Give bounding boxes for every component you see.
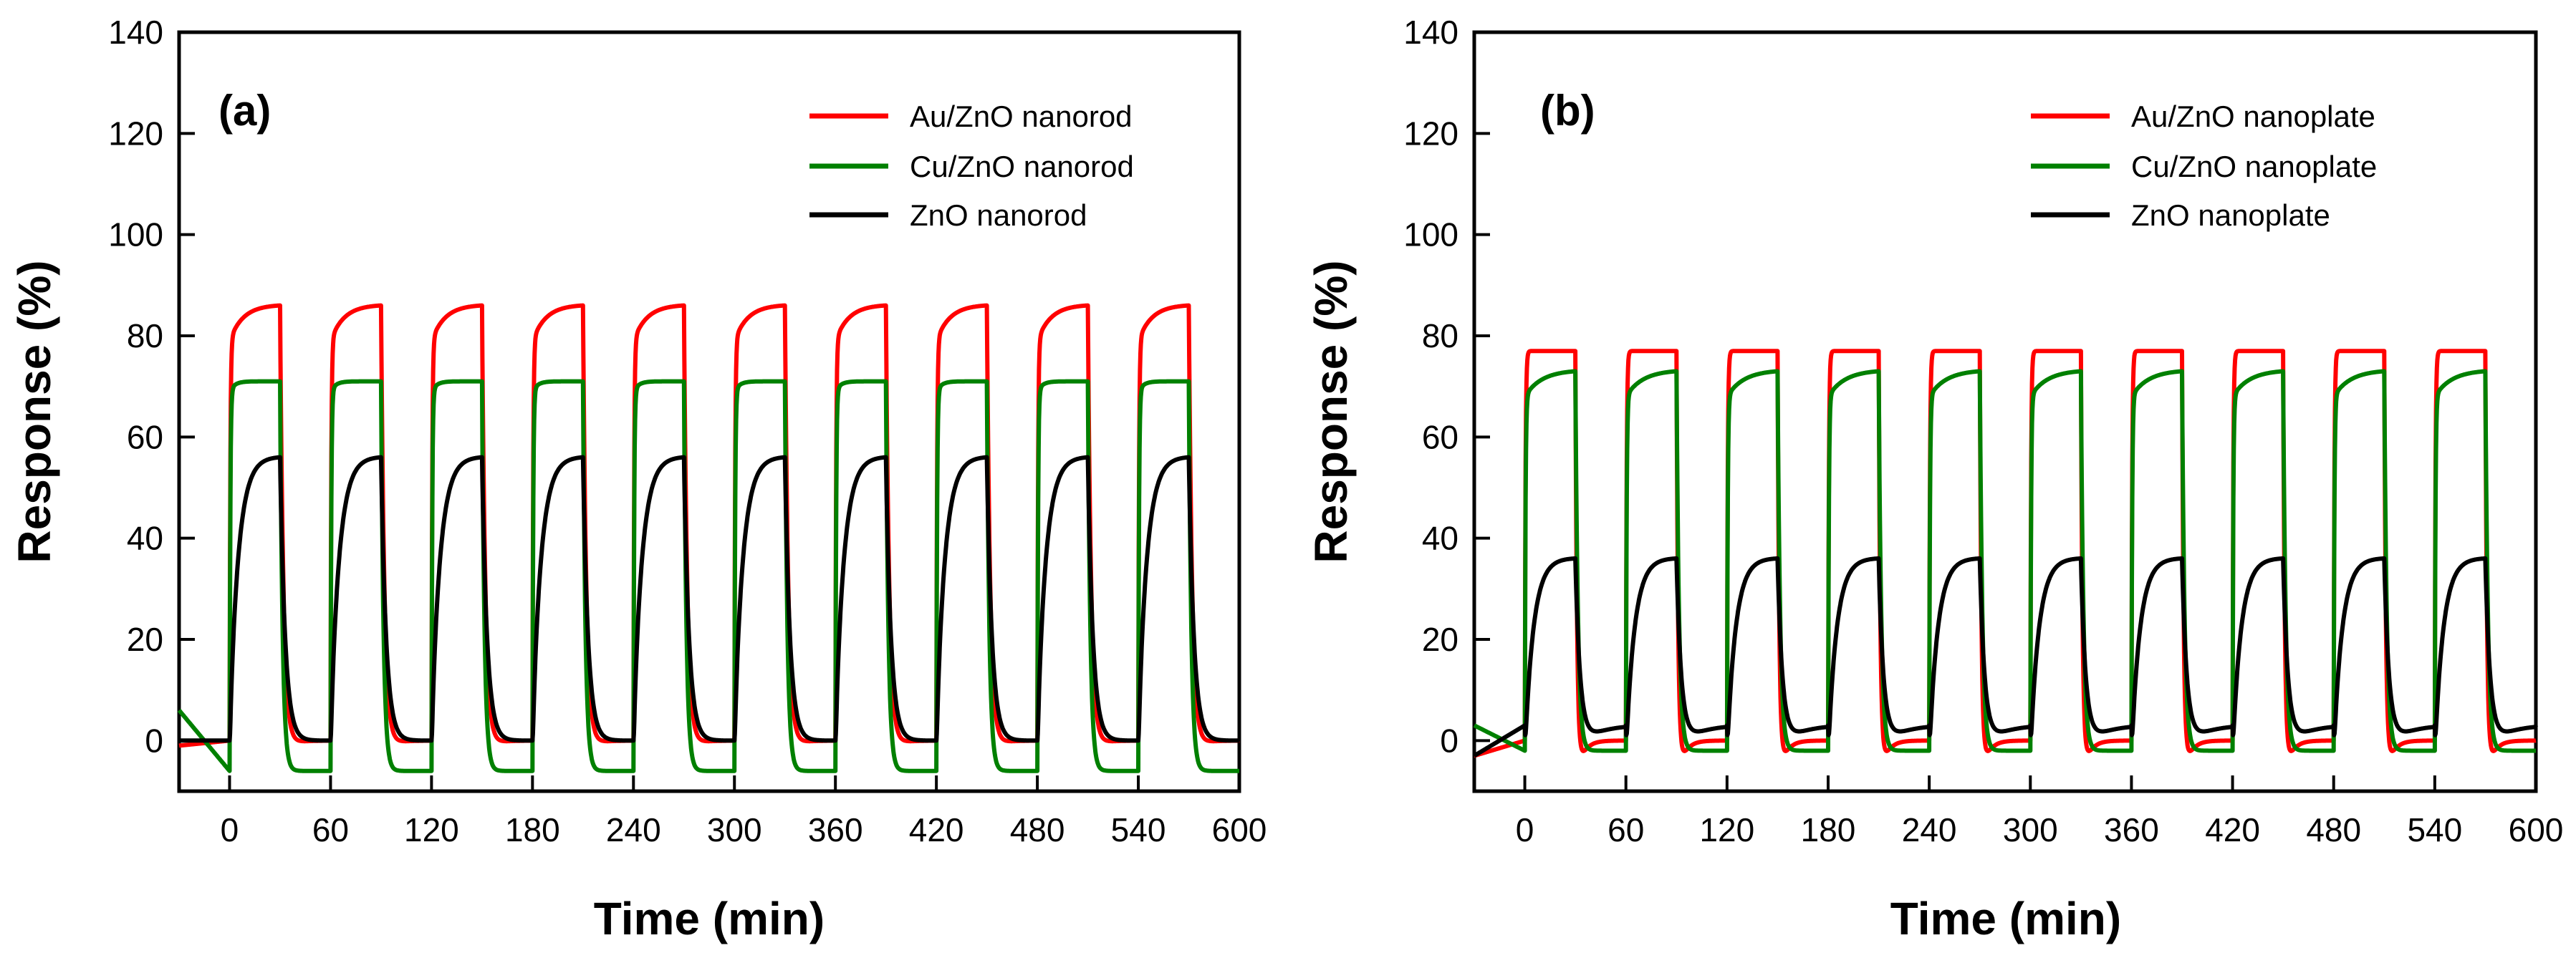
x-tick-label: 120 xyxy=(1699,811,1754,848)
x-tick-label: 420 xyxy=(2205,811,2260,848)
x-ticks: 0 60 120 180 240 300 360 420 480 540 600 xyxy=(221,775,1267,848)
plot-frame xyxy=(1472,30,2538,793)
y-tick-label: 0 xyxy=(145,722,163,759)
series-line-zno xyxy=(177,455,1241,743)
x-tick-label: 360 xyxy=(2104,811,2159,848)
y-tick-label: 140 xyxy=(1403,14,1458,51)
x-tick-label: 300 xyxy=(2003,811,2058,848)
y-ticks: 0 20 40 60 80 100 120 140 xyxy=(108,14,195,759)
y-tick-label: 40 xyxy=(127,520,163,557)
legend-label-cu: Cu/ZnO nanoplate xyxy=(2131,150,2377,183)
x-tick-label: 60 xyxy=(312,811,349,848)
x-tick-label: 480 xyxy=(2306,811,2361,848)
y-tick-label: 0 xyxy=(1440,722,1458,759)
x-tick-label: 600 xyxy=(1212,811,1267,848)
y-tick-label: 140 xyxy=(108,14,163,51)
x-tick-label: 60 xyxy=(1607,811,1644,848)
y-tick-label: 20 xyxy=(127,621,163,658)
x-tick-label: 300 xyxy=(707,811,762,848)
x-tick-label: 540 xyxy=(2407,811,2462,848)
series-line-cu xyxy=(1472,369,2538,753)
y-tick-label: 80 xyxy=(1422,317,1458,354)
series-line-au xyxy=(177,303,1241,748)
y-ticks: 0 20 40 60 80 100 120 140 xyxy=(1403,14,1490,759)
legend-label-zno: ZnO nanoplate xyxy=(2131,198,2330,232)
legend-label-zno: ZnO nanorod xyxy=(910,198,1087,232)
y-tick-label: 60 xyxy=(1422,418,1458,455)
y-tick-label: 60 xyxy=(127,418,163,455)
y-tick-label: 40 xyxy=(1422,520,1458,557)
series-lines xyxy=(177,303,1241,773)
x-tick-label: 180 xyxy=(505,811,560,848)
legend-label-cu: Cu/ZnO nanorod xyxy=(910,150,1134,183)
x-tick-label: 420 xyxy=(909,811,964,848)
y-tick-label: 120 xyxy=(108,115,163,152)
x-tick-label: 540 xyxy=(1111,811,1166,848)
y-axis-title: Response (%) xyxy=(9,260,60,563)
x-tick-label: 180 xyxy=(1801,811,1856,848)
x-tick-label: 480 xyxy=(1010,811,1065,848)
x-axis-title: Time (min) xyxy=(1890,893,2121,944)
series-lines xyxy=(1472,349,2538,758)
y-tick-label: 20 xyxy=(1422,621,1458,658)
x-tick-label: 600 xyxy=(2509,811,2564,848)
y-tick-label: 80 xyxy=(127,317,163,354)
y-tick-label: 100 xyxy=(108,216,163,253)
chart-panel-b: 0 20 40 60 80 100 120 140 0 60 120 180 240 300 360 420… xyxy=(1305,14,2563,944)
panel-label: (b) xyxy=(1540,87,1595,135)
y-tick-label: 100 xyxy=(1403,216,1458,253)
legend: Au/ZnO nanorod Cu/ZnO nanorod ZnO nanoro… xyxy=(809,100,1134,232)
y-tick-label: 120 xyxy=(1403,115,1458,152)
chart-panel-a: 0 20 40 60 80 100 120 140 0 60 120 180 240 300 360 420… xyxy=(9,14,1267,944)
x-axis-title: Time (min) xyxy=(594,893,825,944)
y-axis-title: Response (%) xyxy=(1305,260,1357,563)
legend-label-au: Au/ZnO nanorod xyxy=(910,100,1133,133)
x-tick-label: 0 xyxy=(221,811,239,848)
series-line-au xyxy=(1472,349,2538,758)
x-tick-label: 0 xyxy=(1516,811,1534,848)
x-tick-label: 360 xyxy=(808,811,863,848)
series-line-zno xyxy=(1472,556,2538,758)
series-line-cu xyxy=(177,379,1241,773)
panel-label: (a) xyxy=(218,87,271,135)
plot-frame xyxy=(177,30,1241,793)
x-tick-label: 240 xyxy=(1902,811,1957,848)
x-ticks: 0 60 120 180 240 300 360 420 480 540 600 xyxy=(1516,775,2564,848)
legend-label-au: Au/ZnO nanoplate xyxy=(2131,100,2375,133)
legend: Au/ZnO nanoplate Cu/ZnO nanoplate ZnO na… xyxy=(2031,100,2377,232)
x-tick-label: 120 xyxy=(404,811,459,848)
x-tick-label: 240 xyxy=(606,811,661,848)
